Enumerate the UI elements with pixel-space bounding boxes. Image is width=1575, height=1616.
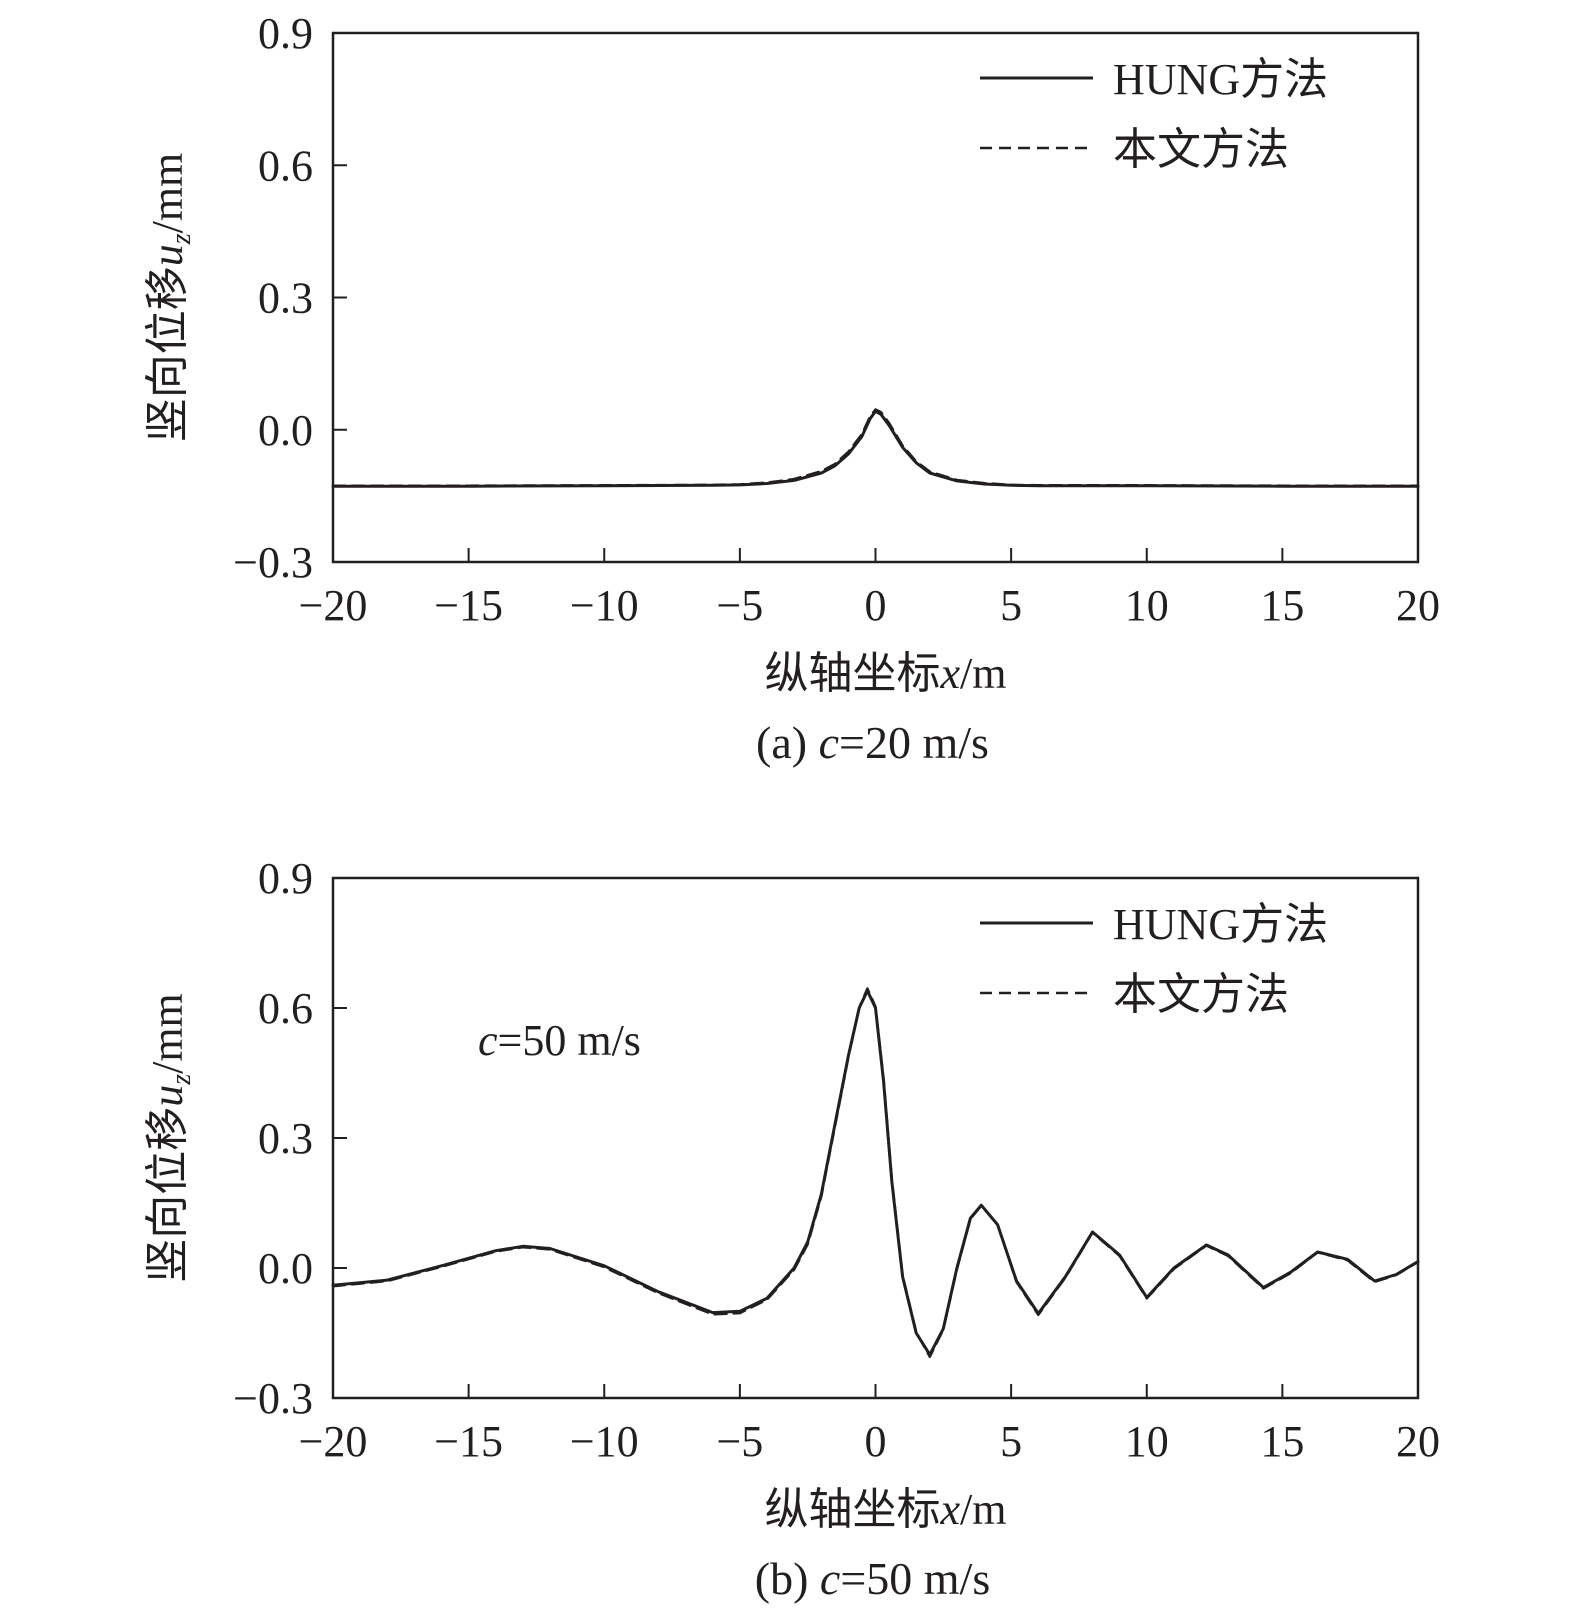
panel-caption: (a) c=20 m/s <box>756 717 989 768</box>
caption-label: (a) <box>756 717 819 768</box>
series-line-present-method <box>331 987 1420 1359</box>
chart-panel-a: −20 −15 −10 −5 0 5 10 15 20 −0.3 0.0 0.3 0.6 0.9 纵轴坐标x… <box>143 9 1440 768</box>
y-axis-title-subscript: z <box>166 233 197 245</box>
y-tick-label: −0.3 <box>233 538 313 587</box>
x-tick-label: −10 <box>570 1417 639 1466</box>
plot-frame <box>331 31 1420 564</box>
x-tick-label: −5 <box>716 1417 763 1466</box>
y-tick-label: 0.3 <box>258 1114 313 1163</box>
x-tick-label: −5 <box>716 581 763 630</box>
series-line-present-method <box>331 408 1420 487</box>
y-axis-title-text: 竖向位移 <box>143 266 192 442</box>
y-tick-label: 0.6 <box>258 141 313 190</box>
legend-label: 本文方法 <box>1113 125 1289 174</box>
x-tick-label: −15 <box>434 581 503 630</box>
x-tick-label: 10 <box>1125 581 1169 630</box>
x-tick-label: 10 <box>1125 1417 1169 1466</box>
chart-panel-b: −20 −15 −10 −5 0 5 10 15 20 −0.3 0.0 0.3 0.6 0.9 纵轴坐标x… <box>143 854 1440 1604</box>
y-axis-title-var: u <box>143 1085 192 1107</box>
x-tick-label: 15 <box>1260 1417 1304 1466</box>
y-tick-label: 0.0 <box>258 406 313 455</box>
x-tick-label: 20 <box>1396 1417 1440 1466</box>
y-tick-label: 0.6 <box>258 984 313 1033</box>
annotation-value: =50 m/s <box>498 1016 641 1065</box>
x-tick-label: 5 <box>1000 581 1022 630</box>
plot-frame <box>331 876 1420 1400</box>
x-tick-label: −15 <box>434 1417 503 1466</box>
x-axis-title-var: x <box>940 649 961 698</box>
x-tick-label: 0 <box>865 1417 887 1466</box>
x-axis-title-text: 纵轴坐标 <box>765 1485 941 1534</box>
y-axis-title-unit: /mm <box>143 993 192 1074</box>
legend-label: 本文方法 <box>1113 970 1289 1019</box>
caption-var: c <box>820 1553 840 1604</box>
caption-value: =50 m/s <box>840 1553 990 1604</box>
annotation-speed: c=50 m/s <box>478 1016 641 1065</box>
legend-label: HUNG方法 <box>1113 55 1328 104</box>
x-axis-title: 纵轴坐标x/m <box>765 649 1007 698</box>
x-axis-title-unit: /m <box>960 649 1006 698</box>
x-axis-title-text: 纵轴坐标 <box>765 649 941 698</box>
y-axis-title-subscript: z <box>166 1074 197 1086</box>
caption-label: (b) <box>755 1553 820 1604</box>
x-tick-label: −10 <box>570 581 639 630</box>
caption-var: c <box>819 717 839 768</box>
y-axis-title-var: u <box>143 244 192 266</box>
x-tick-label: 5 <box>1000 1417 1022 1466</box>
x-tick-label: 0 <box>865 581 887 630</box>
y-tick-label: 0.3 <box>258 274 313 323</box>
caption-value: =20 m/s <box>839 717 989 768</box>
y-axis-title-text: 竖向位移 <box>143 1107 192 1283</box>
y-tick-label: 0.0 <box>258 1244 313 1293</box>
y-axis-title: 竖向位移uz/mm <box>143 153 197 443</box>
y-tick-label: 0.9 <box>258 9 313 58</box>
x-axis-title-unit: /m <box>960 1485 1006 1534</box>
x-tick-label: 20 <box>1396 581 1440 630</box>
x-tick-label: −20 <box>299 581 368 630</box>
y-axis-title: 竖向位移uz/mm <box>143 993 197 1283</box>
x-axis-title: 纵轴坐标x/m <box>765 1485 1007 1534</box>
x-tick-label: 15 <box>1260 581 1304 630</box>
annotation-var: c <box>478 1016 498 1065</box>
y-tick-label: 0.9 <box>258 854 313 903</box>
legend-label: HUNG方法 <box>1113 900 1328 949</box>
y-axis-title-unit: /mm <box>143 153 192 234</box>
x-tick-label: −20 <box>299 1417 368 1466</box>
series-line-hung <box>331 409 1420 488</box>
y-tick-label: −0.3 <box>233 1374 313 1423</box>
x-axis-title-var: x <box>940 1485 961 1534</box>
panel-caption: (b) c=50 m/s <box>755 1553 990 1604</box>
